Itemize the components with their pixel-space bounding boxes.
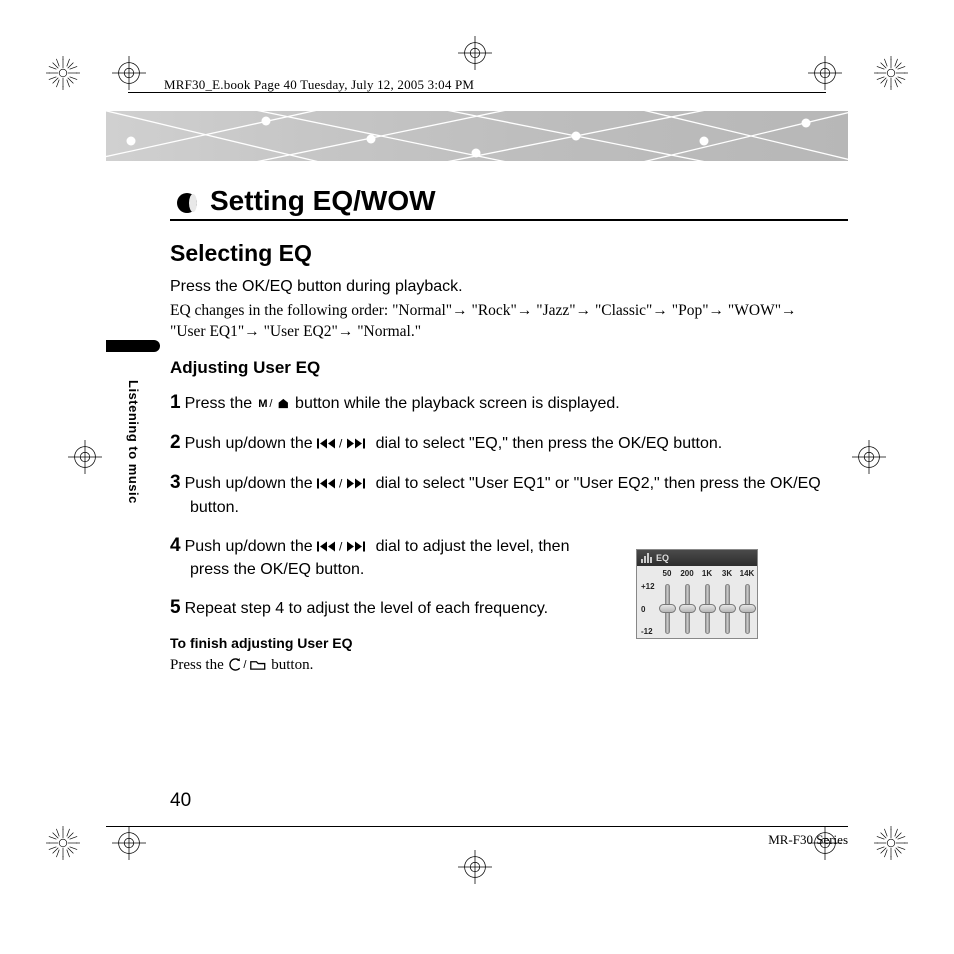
eq-widget: EQ 502001K3K14K +120-12 <box>636 549 758 639</box>
eq-slider[interactable] <box>697 580 717 638</box>
eq-titlebar: EQ <box>637 550 757 566</box>
section-heading-selecting-eq: Selecting EQ <box>170 240 312 267</box>
crop-sunburst-bl <box>46 826 80 860</box>
eq-order-paragraph: EQ changes in the following order: "Norm… <box>170 300 824 343</box>
crop-crosshair-bc <box>458 850 492 884</box>
eq-freq-label: 14K <box>737 569 757 578</box>
step-number: 5 <box>170 597 181 618</box>
step-number: 2 <box>170 432 181 453</box>
back-folder-icon <box>228 658 268 671</box>
step-5: 5Repeat step 4 to adjust the level of ea… <box>170 595 590 621</box>
section-tab <box>106 340 124 352</box>
eq-freq-label: 1K <box>697 569 717 578</box>
step-4: 4Push up/down the dial to adjust the lev… <box>170 533 590 581</box>
crop-sunburst-tl <box>46 56 80 90</box>
header-line: MRF30_E.book Page 40 Tuesday, July 12, 2… <box>164 77 474 93</box>
crop-sunburst-tr <box>874 56 908 90</box>
crop-crosshair-tr <box>808 56 842 90</box>
eq-title: EQ <box>656 553 669 563</box>
crop-crosshair-tl <box>112 56 146 90</box>
decorative-band <box>106 111 848 161</box>
step-3: 3Push up/down the dial to select "User E… <box>170 470 824 518</box>
bars-icon <box>641 553 653 563</box>
prev-next-icon <box>317 540 371 553</box>
prev-next-icon <box>317 477 371 490</box>
step-number: 3 <box>170 472 181 493</box>
subsection-heading-adjusting-user-eq: Adjusting User EQ <box>170 358 320 378</box>
step-1: 1Press the button while the playback scr… <box>170 390 824 416</box>
crop-crosshair-tc <box>458 36 492 70</box>
step-number: 4 <box>170 535 181 556</box>
chapter-rule <box>170 219 848 221</box>
step-2: 2Push up/down the dial to select "EQ," t… <box>170 430 824 456</box>
eq-slider[interactable] <box>677 580 697 638</box>
eq-scale: +120-12 <box>637 580 657 638</box>
side-label: Listening to music <box>126 380 141 504</box>
finish-line: Press the button. <box>170 657 824 674</box>
eq-slider[interactable] <box>657 580 677 638</box>
footer-rule <box>106 826 848 827</box>
crop-crosshair-bl <box>112 826 146 860</box>
eq-slider[interactable] <box>717 580 737 638</box>
intro-text: Press the OK/EQ button during playback. <box>170 278 824 296</box>
header-rule <box>128 92 826 93</box>
crop-crosshair-ml <box>68 440 102 474</box>
section-tab-round <box>124 340 160 352</box>
eq-freq-label: 200 <box>677 569 697 578</box>
page-number: 40 <box>170 790 191 812</box>
prev-next-icon <box>317 437 371 450</box>
eq-body: 502001K3K14K +120-12 <box>637 566 757 638</box>
crop-crosshair-mr <box>852 440 886 474</box>
eq-freq-label: 3K <box>717 569 737 578</box>
series-label: MR-F30 Series <box>768 832 848 848</box>
step-number: 1 <box>170 392 181 413</box>
chapter-bullet-icon <box>176 192 198 214</box>
menu-home-icon <box>257 397 291 410</box>
crop-sunburst-br <box>874 826 908 860</box>
eq-freq-label: 50 <box>657 569 677 578</box>
eq-slider[interactable] <box>737 580 757 638</box>
chapter-title: Setting EQ/WOW <box>210 185 436 217</box>
